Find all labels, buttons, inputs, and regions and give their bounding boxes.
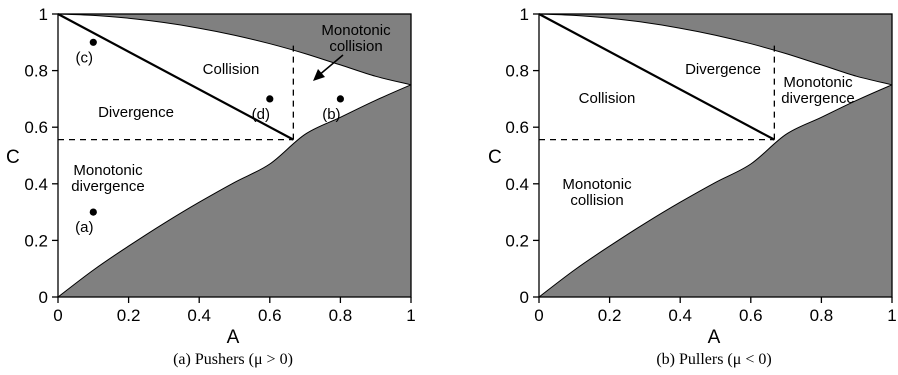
y-tick-label: 0.4 (505, 175, 529, 194)
y-tick-label: 0.8 (24, 62, 48, 81)
panel-a: 0 0.2 0.4 0.6 0.8 1 0 0.2 0.4 0.6 0.8 1 A C Collis… (6, 5, 416, 368)
panel-b-separator-line (538, 13, 775, 141)
panel-a-forbidden-upper-region (58, 14, 411, 85)
panel-a-region-label-monotonic-divergence-line2: divergence (71, 178, 144, 195)
x-tick-label: 0 (534, 306, 543, 325)
point-label-d: (d) (252, 106, 270, 123)
panel-a-plot-frame (57, 13, 412, 298)
x-tick-label: 0.8 (329, 306, 353, 325)
panel-b-region-label-divergence: Divergence (685, 61, 761, 78)
y-tick-label: 1 (39, 5, 48, 24)
panel-b-x-axis-label: A (708, 327, 721, 348)
point-marker-c (89, 38, 97, 46)
panel-a-region-label-monotonic-divergence-line1: Monotonic (73, 162, 143, 179)
panel-a-upper-boundary-curve (57, 13, 412, 86)
x-tick-label: 0.8 (810, 306, 834, 325)
panel-a-y-axis-label: C (6, 147, 20, 168)
x-tick-label: 0.2 (117, 306, 141, 325)
point-marker-b (336, 95, 344, 103)
panel-b-region-label-monotonic-divergence-line2: divergence (781, 90, 854, 107)
panel-a-arrow-shaft (317, 54, 344, 77)
panel-b-region-label-monotonic-collision-line2: collision (570, 192, 623, 209)
panel-a-separator-line (57, 13, 294, 141)
panel-b: 0 0.2 0.4 0.6 0.8 1 0 0.2 0.4 0.6 0.8 1 A C Collis… (488, 5, 897, 368)
panel-b-y-ticks: 0 0.2 0.4 0.6 0.8 1 (505, 5, 539, 307)
panel-b-x-ticks: 0 0.2 0.4 0.6 0.8 1 (534, 297, 897, 325)
panel-b-forbidden-lower-region (539, 84, 892, 297)
y-tick-label: 0 (39, 288, 48, 307)
panel-a-forbidden-lower-region (58, 84, 411, 297)
panel-a-x-axis-label: A (227, 327, 240, 348)
y-tick-label: 0.4 (24, 175, 48, 194)
panel-b-upper-boundary-curve (538, 13, 893, 86)
panel-a-region-label-divergence: Divergence (98, 104, 174, 121)
point-marker-d (266, 95, 274, 103)
x-tick-label: 0.6 (258, 306, 282, 325)
x-tick-label: 0.6 (739, 306, 763, 325)
panel-a-region-label-monotonic-collision-line2: collision (329, 38, 382, 55)
y-tick-label: 1 (520, 5, 529, 24)
panel-a-lower-boundary-curve (57, 84, 412, 298)
panel-a-caption: (a) Pushers (μ > 0) (173, 351, 293, 368)
panel-b-forbidden-upper-region (539, 14, 892, 85)
panel-a-region-label-collision: Collision (203, 61, 260, 78)
y-tick-label: 0.2 (505, 231, 529, 250)
point-label-c: (c) (76, 49, 94, 66)
x-tick-label: 0.4 (668, 306, 692, 325)
panel-a-arrow-head (313, 69, 325, 81)
x-tick-label: 1 (406, 306, 415, 325)
x-tick-label: 0.2 (598, 306, 622, 325)
panel-a-points: (a) (b) (c) (d) (75, 38, 344, 236)
panel-b-caption: (b) Pullers (μ < 0) (656, 351, 771, 368)
y-tick-label: 0.6 (505, 118, 529, 137)
y-tick-label: 0.8 (505, 62, 529, 81)
y-tick-label: 0 (520, 288, 529, 307)
point-label-a: (a) (75, 219, 93, 236)
panel-a-region-label-monotonic-collision-line1: Monotonic (321, 22, 391, 39)
panel-a-y-ticks: 0 0.2 0.4 0.6 0.8 1 (24, 5, 58, 307)
panel-b-region-label-monotonic-divergence-line1: Monotonic (783, 74, 853, 91)
panel-a-x-ticks: 0 0.2 0.4 0.6 0.8 1 (53, 297, 416, 325)
panel-b-y-axis-label: C (488, 147, 502, 168)
y-tick-label: 0.6 (24, 118, 48, 137)
panel-b-plot-frame (538, 13, 893, 298)
point-marker-a (89, 208, 97, 216)
x-tick-label: 0.4 (187, 306, 211, 325)
x-tick-label: 1 (887, 306, 896, 325)
y-tick-label: 0.2 (24, 231, 48, 250)
panel-b-lower-boundary-curve (538, 84, 893, 298)
point-label-b: (b) (322, 106, 340, 123)
panel-b-region-label-collision: Collision (579, 90, 636, 107)
x-tick-label: 0 (53, 306, 62, 325)
panel-b-region-label-monotonic-collision-line1: Monotonic (562, 176, 632, 193)
